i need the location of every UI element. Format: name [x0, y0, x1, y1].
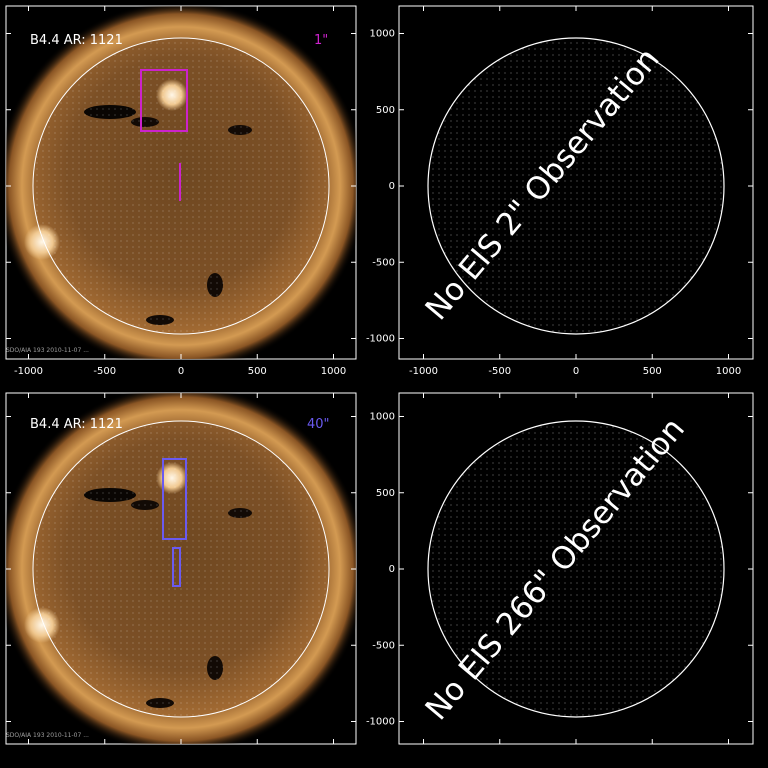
image-footer: SDO/AIA 193 2010-11-07 ... — [6, 732, 89, 739]
tick-label: -1000 — [14, 366, 43, 377]
tick-label: -500 — [372, 640, 395, 651]
tick-label: 1000 — [716, 366, 741, 377]
tick-label: -1000 — [409, 366, 438, 377]
limb-circle — [427, 420, 725, 718]
eis-slit-marker — [172, 547, 181, 587]
eis-slit-marker — [179, 163, 181, 201]
tick-label: 1000 — [370, 412, 395, 423]
tick-label: 500 — [376, 105, 395, 116]
tick-label: 1000 — [370, 29, 395, 40]
slit-label: 40" — [307, 417, 330, 432]
eis-raster-box — [162, 458, 187, 540]
tick-label: -1000 — [366, 717, 395, 728]
tick-label: -500 — [372, 257, 395, 268]
limb-circle — [427, 37, 725, 335]
tick-label: 500 — [376, 488, 395, 499]
panel-title: B4.4 AR: 1121 — [30, 33, 123, 48]
image-footer: SDO/AIA 193 2010-11-07 ... — [6, 347, 89, 354]
limb-circle — [32, 420, 330, 718]
lat-lon-grid — [428, 421, 724, 717]
tick-label: -1000 — [366, 334, 395, 345]
panel-top-right: No EIS 2" Observation — [398, 5, 754, 360]
tick-label: 500 — [248, 366, 267, 377]
panel-title: B4.4 AR: 1121 — [30, 417, 123, 432]
tick-label: 0 — [178, 366, 184, 377]
eis-raster-box — [140, 69, 188, 132]
panel-top-left: B4.4 AR: 1121 1" SDO/AIA 193 2010-11-07 … — [5, 5, 357, 360]
axes: -1000 -500 0 500 1000 -1000 -500 0 500 1000 -1000 -… — [6, 6, 753, 744]
limb-circle — [32, 37, 330, 335]
tick-label: 1000 — [321, 366, 346, 377]
slit-label: 1" — [314, 33, 328, 48]
tick-label: 0 — [573, 366, 579, 377]
tick-label: 500 — [643, 366, 662, 377]
lat-lon-grid — [428, 38, 724, 334]
tick-label: -500 — [93, 366, 116, 377]
panel-bottom-right: No EIS 266" Observation — [398, 392, 754, 745]
tick-label: 0 — [389, 181, 395, 192]
tick-label: 0 — [389, 564, 395, 575]
tick-label: -500 — [488, 366, 511, 377]
panel-bottom-left: B4.4 AR: 1121 40" SDO/AIA 193 2010-11-07… — [5, 392, 357, 745]
